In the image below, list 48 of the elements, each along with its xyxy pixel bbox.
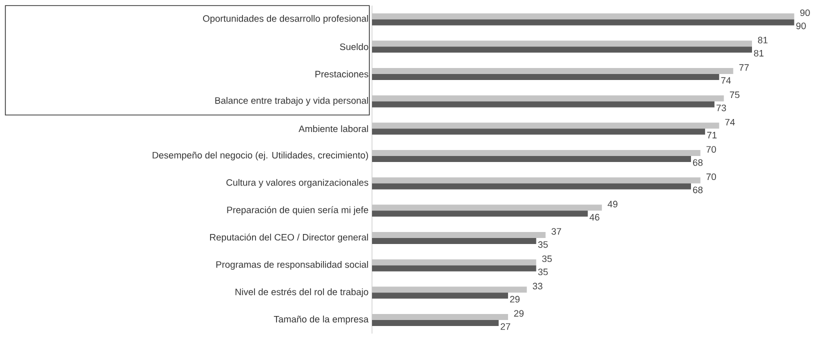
- y-tick-label: Balance entre trabajo y vida personal: [215, 96, 368, 106]
- data-label: 70: [706, 173, 716, 180]
- bar: [372, 320, 499, 326]
- y-tick-label: Preparación de quien sería mi jefe: [227, 206, 368, 216]
- data-label: 68: [693, 186, 703, 194]
- data-label: 71: [707, 132, 717, 138]
- bar: [372, 46, 752, 53]
- bar: [372, 19, 794, 26]
- data-label: 46: [590, 214, 600, 221]
- data-label: 74: [725, 118, 735, 126]
- data-label: 33: [532, 282, 542, 290]
- y-tick-label: Prestaciones: [315, 70, 368, 78]
- bar: [372, 156, 692, 162]
- data-label: 37: [552, 228, 562, 235]
- y-tick-label: Desempeño del negocio (ej. Utilidades, crecimiento): [152, 152, 368, 160]
- bar: [372, 238, 536, 244]
- data-label: 70: [706, 146, 716, 153]
- bar: [372, 265, 536, 272]
- bar: [372, 128, 706, 135]
- y-tick-label: Tamaño de la empresa: [274, 316, 369, 324]
- data-label: 35: [542, 255, 552, 262]
- data-label: 90: [800, 9, 810, 16]
- data-label: 35: [538, 268, 548, 276]
- data-label: 27: [500, 323, 510, 330]
- data-label: 35: [538, 241, 548, 248]
- data-label: 75: [730, 92, 740, 98]
- bar: [372, 183, 692, 190]
- data-label: 29: [510, 296, 520, 303]
- bar: [372, 74, 720, 80]
- y-tick-label: Ambiente laboral: [298, 125, 368, 132]
- data-label: 81: [758, 36, 768, 44]
- data-label: 90: [796, 22, 806, 30]
- bar: [372, 101, 714, 108]
- y-tick-label: Nivel de estrés del rol de trabajo: [236, 288, 368, 298]
- y-tick-label: Sueldo: [340, 43, 368, 50]
- y-tick-label: Oportunidades de desarrollo profesional: [203, 14, 368, 24]
- data-label: 73: [716, 104, 726, 112]
- data-label: 77: [739, 64, 749, 71]
- y-tick-label: Reputación del CEO / Director general: [210, 234, 368, 242]
- data-label: 81: [754, 50, 764, 57]
- data-label: 68: [693, 159, 703, 166]
- data-label: 29: [514, 310, 524, 317]
- y-tick-label: Cultura y valores organizacionales: [226, 178, 368, 188]
- data-label: 49: [608, 200, 618, 208]
- bar: [372, 210, 588, 217]
- y-tick-label: Programas de responsabilidad social: [216, 260, 368, 270]
- bar: [372, 292, 508, 299]
- data-label: 74: [721, 77, 731, 84]
